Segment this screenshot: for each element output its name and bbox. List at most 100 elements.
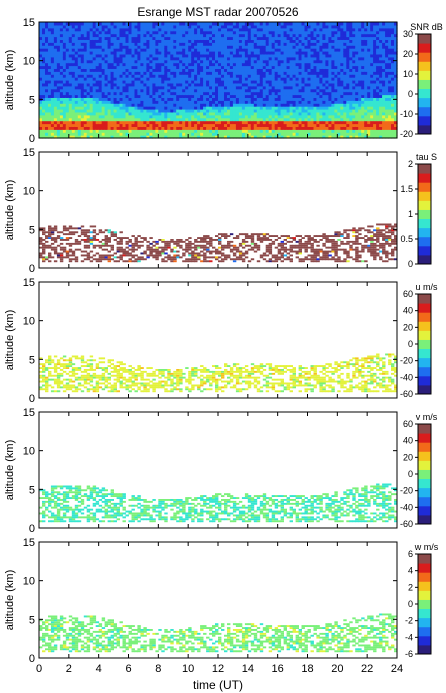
heatmap-cell bbox=[176, 59, 180, 64]
heatmap-cell bbox=[224, 65, 228, 69]
heatmap-cell bbox=[295, 82, 300, 87]
heatmap-cell bbox=[101, 117, 106, 122]
heatmap-cell bbox=[74, 30, 79, 35]
heatmap-cell bbox=[268, 53, 273, 58]
heatmap-cell bbox=[358, 85, 362, 90]
heatmap-cell bbox=[74, 71, 79, 75]
heatmap-cell bbox=[125, 100, 130, 104]
heatmap-cell bbox=[253, 59, 258, 64]
heatmap-cell bbox=[80, 91, 85, 96]
heatmap-cell bbox=[173, 68, 177, 72]
heatmap-cell bbox=[119, 91, 124, 96]
heatmap-cell bbox=[295, 48, 300, 52]
heatmap-cell bbox=[53, 56, 58, 61]
heatmap-cell bbox=[316, 62, 320, 67]
heatmap-cell bbox=[289, 82, 294, 87]
heatmap-cell bbox=[355, 33, 359, 38]
heatmap-cell bbox=[113, 22, 118, 26]
heatmap-cell bbox=[89, 56, 94, 61]
heatmap-cell bbox=[334, 117, 338, 122]
heatmap-cell bbox=[361, 77, 365, 81]
heatmap-cell bbox=[113, 74, 118, 78]
heatmap-cell bbox=[110, 97, 115, 101]
heatmap-cell bbox=[83, 103, 88, 107]
heatmap-cell bbox=[191, 39, 195, 43]
heatmap-cell bbox=[307, 97, 312, 101]
heatmap-cell bbox=[125, 91, 130, 96]
heatmap-cell bbox=[221, 53, 225, 58]
heatmap-cell bbox=[176, 74, 180, 78]
heatmap-cell bbox=[128, 88, 133, 93]
heatmap-cell bbox=[289, 111, 294, 116]
heatmap-cell bbox=[313, 88, 318, 93]
heatmap-cell bbox=[373, 88, 377, 93]
heatmap-cell bbox=[173, 80, 177, 84]
heatmap-cell bbox=[65, 27, 70, 32]
heatmap-cell bbox=[286, 126, 291, 130]
heatmap-cell bbox=[48, 126, 52, 130]
heatmap-cell bbox=[42, 100, 46, 104]
heatmap-cell bbox=[268, 51, 273, 55]
heatmap-cell bbox=[298, 126, 303, 130]
heatmap-cell bbox=[265, 123, 270, 127]
heatmap-cell bbox=[59, 62, 64, 67]
heatmap-cell bbox=[262, 71, 267, 75]
heatmap-cell bbox=[280, 129, 285, 133]
heatmap-cell bbox=[176, 39, 180, 43]
heatmap-cell bbox=[238, 106, 243, 110]
heatmap-cell bbox=[86, 33, 91, 38]
heatmap-cell bbox=[247, 48, 252, 52]
heatmap-cell bbox=[158, 39, 162, 43]
heatmap-cell bbox=[259, 65, 264, 69]
heatmap-cell bbox=[42, 256, 46, 259]
heatmap-cell bbox=[200, 59, 204, 64]
heatmap-cell bbox=[373, 24, 377, 29]
heatmap-cell bbox=[376, 71, 380, 75]
heatmap-cell bbox=[289, 39, 294, 43]
heatmap-cell bbox=[289, 117, 294, 122]
heatmap-cell bbox=[209, 129, 213, 133]
heatmap-cell bbox=[42, 94, 46, 98]
heatmap-cell bbox=[253, 80, 258, 84]
heatmap-cell bbox=[259, 109, 264, 113]
heatmap-cell bbox=[215, 91, 219, 96]
heatmap-cell bbox=[227, 30, 231, 35]
heatmap-cell bbox=[313, 42, 318, 46]
heatmap-cell bbox=[280, 123, 285, 127]
heatmap-cell bbox=[146, 129, 150, 133]
heatmap-cell bbox=[289, 71, 294, 75]
heatmap-cell bbox=[232, 94, 237, 98]
heatmap-cell bbox=[182, 82, 186, 87]
heatmap-cell bbox=[71, 36, 76, 40]
heatmap-cell bbox=[194, 117, 198, 122]
heatmap-cell bbox=[265, 135, 270, 139]
heatmap-cell bbox=[367, 120, 371, 125]
heatmap-cell bbox=[146, 132, 150, 136]
heatmap-cell bbox=[268, 135, 273, 139]
heatmap-cell bbox=[101, 48, 106, 52]
heatmap-cell bbox=[227, 117, 231, 122]
heatmap-cell bbox=[39, 111, 43, 116]
heatmap-cell bbox=[271, 27, 276, 32]
heatmap-cell bbox=[394, 126, 398, 130]
heatmap-cell bbox=[122, 120, 127, 125]
heatmap-cell bbox=[292, 109, 297, 113]
heatmap-cell bbox=[259, 33, 264, 38]
heatmap-cell bbox=[218, 103, 222, 107]
heatmap-cell bbox=[39, 27, 43, 32]
heatmap-cell bbox=[158, 114, 162, 119]
heatmap-cell bbox=[349, 33, 353, 38]
heatmap-cell bbox=[250, 59, 255, 64]
heatmap-cell bbox=[104, 30, 109, 35]
heatmap-cell bbox=[235, 59, 240, 64]
heatmap-cell bbox=[65, 254, 70, 257]
heatmap-cell bbox=[298, 111, 303, 116]
heatmap-cell bbox=[164, 91, 168, 96]
heatmap-cell bbox=[304, 97, 309, 101]
heatmap-cell bbox=[48, 132, 52, 136]
heatmap-cell bbox=[301, 132, 306, 136]
heatmap-cell bbox=[188, 126, 192, 130]
heatmap-cell bbox=[241, 24, 246, 29]
heatmap-cell bbox=[173, 94, 177, 98]
